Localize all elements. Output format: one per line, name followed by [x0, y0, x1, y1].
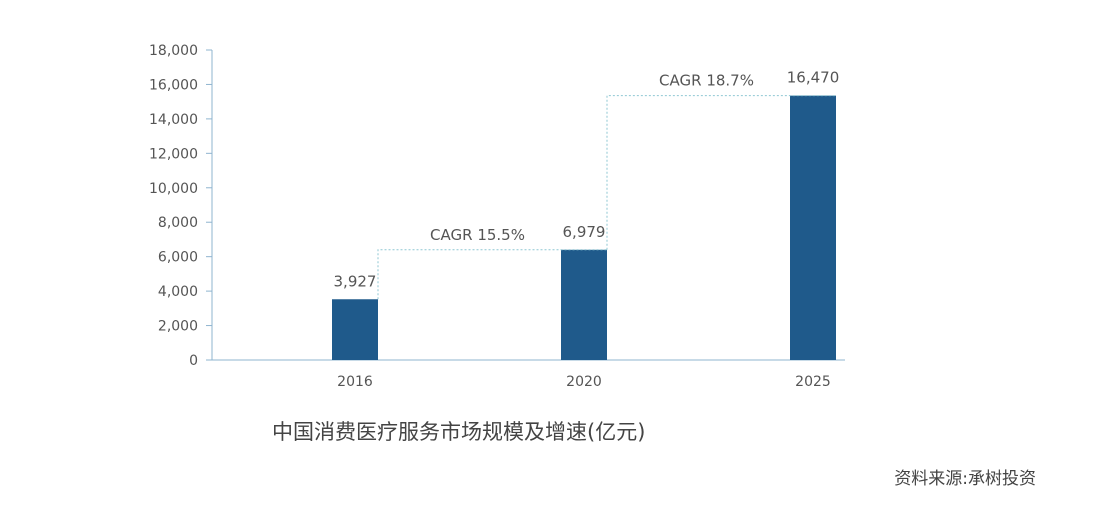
- cagr-connector: [377, 249, 607, 300]
- data-label: 3,927: [334, 272, 377, 290]
- y-tick-label: 18,000: [149, 43, 198, 59]
- bar: [790, 95, 836, 360]
- y-tick-label: 10,000: [149, 181, 198, 197]
- y-tick-label: 2,000: [158, 319, 198, 335]
- y-tick-label: 12,000: [149, 146, 198, 162]
- data-label: 16,470: [787, 69, 840, 87]
- y-tick-label: 4,000: [158, 284, 198, 300]
- y-tick-label: 8,000: [158, 215, 198, 231]
- x-tick-label: 2020: [566, 374, 602, 390]
- bar: [332, 299, 378, 360]
- bar: [561, 249, 607, 360]
- y-tick-label: 0: [189, 353, 198, 369]
- source-note: 资料来源:承树投资: [894, 469, 1036, 489]
- x-tick-label: 2025: [795, 374, 831, 390]
- y-tick-label: 16,000: [149, 77, 198, 93]
- x-tick-label: 2016: [337, 374, 373, 390]
- cagr-label: CAGR 15.5%: [430, 226, 525, 244]
- y-tick-label: 14,000: [149, 112, 198, 128]
- chart-title: 中国消费医疗服务市场规模及增速(亿元): [272, 420, 646, 444]
- data-label: 6,979: [563, 223, 606, 241]
- y-tick-label: 6,000: [158, 250, 198, 266]
- cagr-label: CAGR 18.7%: [659, 72, 754, 90]
